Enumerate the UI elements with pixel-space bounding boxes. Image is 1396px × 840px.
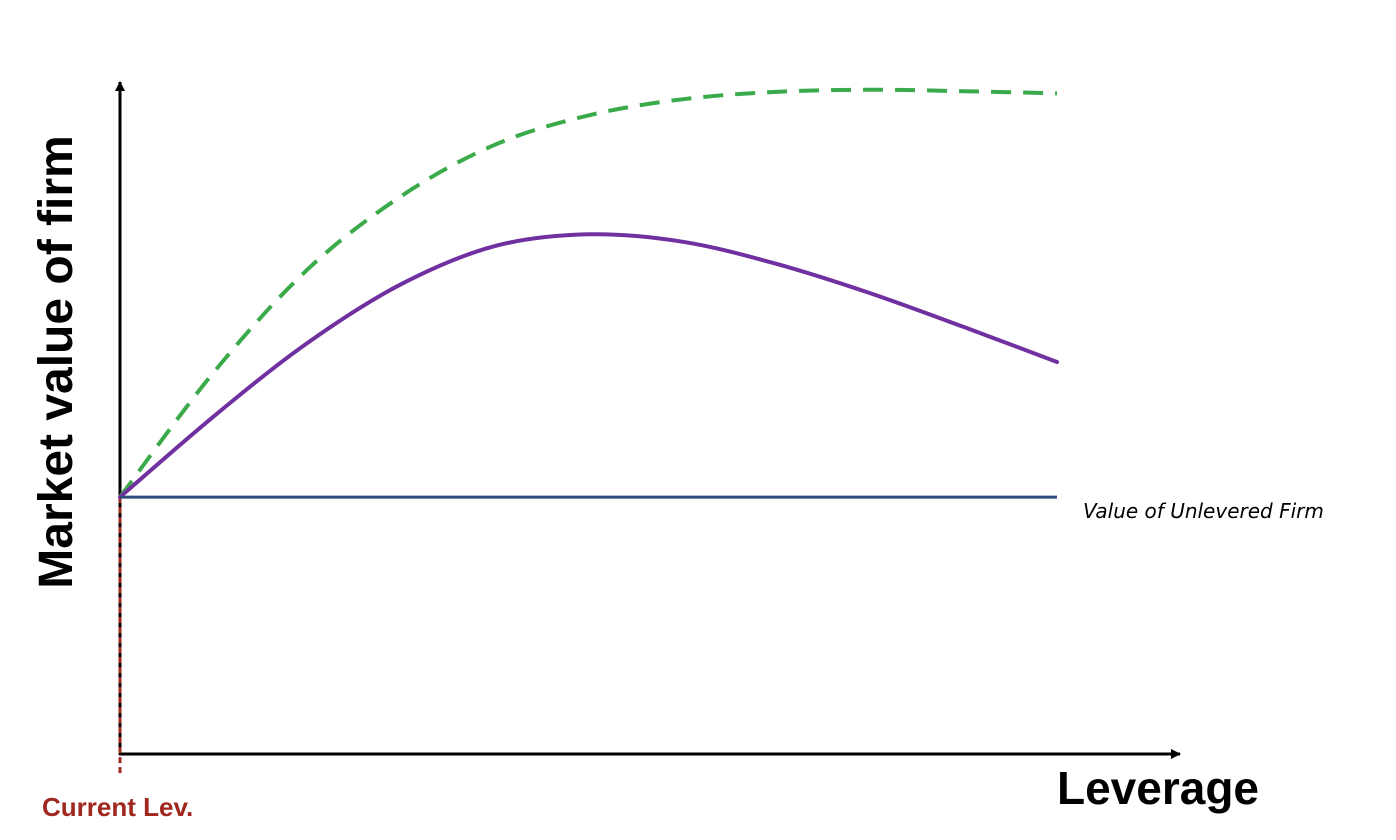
- x-axis-label: Leverage: [1057, 762, 1259, 814]
- series-purple-line: [118, 232, 1059, 500]
- current-leverage-label: Current Lev.: [42, 792, 193, 822]
- y-axis-label: Market value of firm: [30, 135, 83, 588]
- series-dashed-green-line: [118, 87, 1058, 499]
- unlevered-firm-label: Value of Unlevered Firm: [1083, 499, 1324, 523]
